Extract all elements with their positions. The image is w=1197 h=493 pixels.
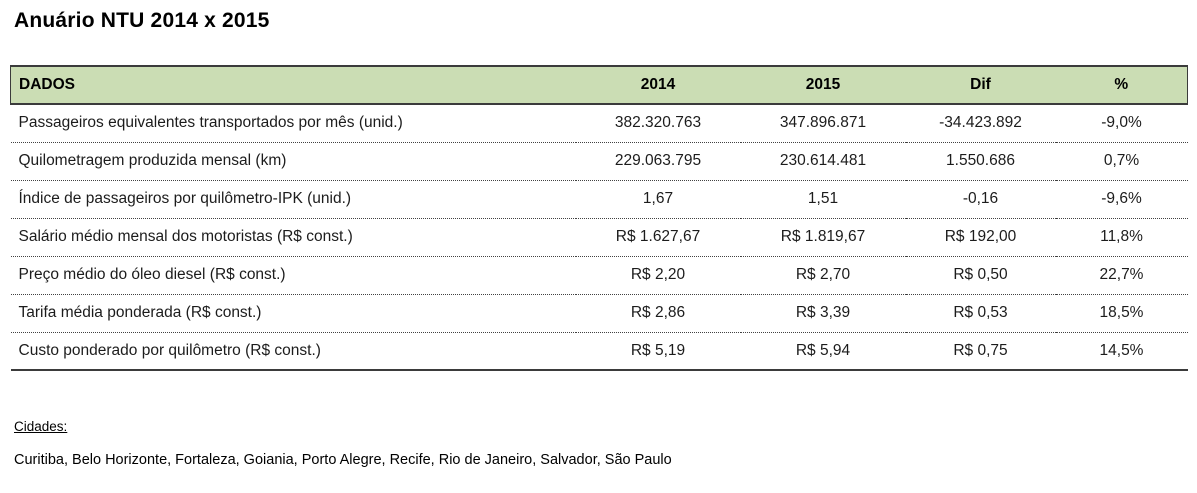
- table-row: Quilometragem produzida mensal (km) 229.…: [10, 142, 1188, 181]
- table-row: Salário médio mensal dos motoristas (R$ …: [10, 218, 1188, 257]
- row-label: Salário médio mensal dos motoristas (R$ …: [10, 218, 576, 257]
- column-header-percent: %: [1055, 65, 1188, 105]
- table-row: Custo ponderado por quilômetro (R$ const…: [10, 332, 1188, 371]
- page-title: Anuário NTU 2014 x 2015: [14, 9, 270, 32]
- table-header-row: DADOS 2014 2015 Dif %: [10, 65, 1188, 105]
- cell-2015: R$ 5,94: [740, 332, 906, 371]
- cell-2015: R$ 2,70: [740, 256, 906, 295]
- cell-dif: R$ 0,50: [905, 256, 1056, 295]
- cell-2014: R$ 5,19: [575, 332, 741, 371]
- cell-percent: 18,5%: [1055, 294, 1188, 333]
- cell-percent: -9,0%: [1055, 104, 1188, 143]
- column-header-2015: 2015: [740, 65, 906, 105]
- cell-dif: R$ 0,53: [905, 294, 1056, 333]
- cell-percent: -9,6%: [1055, 180, 1188, 219]
- row-label: Índice de passageiros por quilômetro-IPK…: [10, 180, 576, 219]
- row-label: Preço médio do óleo diesel (R$ const.): [10, 256, 576, 295]
- cell-2014: R$ 2,20: [575, 256, 741, 295]
- cell-2015: 347.896.871: [740, 104, 906, 143]
- cell-percent: 14,5%: [1055, 332, 1188, 371]
- table-row: Índice de passageiros por quilômetro-IPK…: [10, 180, 1188, 219]
- cell-2015: 1,51: [740, 180, 906, 219]
- row-label: Quilometragem produzida mensal (km): [10, 142, 576, 181]
- cell-2015: R$ 3,39: [740, 294, 906, 333]
- cities-footer: Cidades: Curitiba, Belo Horizonte, Forta…: [14, 418, 1197, 468]
- cell-2014: 1,67: [575, 180, 741, 219]
- row-label: Tarifa média ponderada (R$ const.): [10, 294, 576, 333]
- column-header-dados: DADOS: [10, 65, 576, 105]
- cell-dif: R$ 192,00: [905, 218, 1056, 257]
- cell-2015: 230.614.481: [740, 142, 906, 181]
- cell-dif: R$ 0,75: [905, 332, 1056, 371]
- ntu-annual-comparison-table: DADOS 2014 2015 Dif % Passageiros equiva…: [10, 65, 1188, 371]
- cell-2015: R$ 1.819,67: [740, 218, 906, 257]
- cell-dif: -34.423.892: [905, 104, 1056, 143]
- cell-2014: 229.063.795: [575, 142, 741, 181]
- table-row: Passageiros equivalentes transportados p…: [10, 104, 1188, 143]
- column-header-2014: 2014: [575, 65, 741, 105]
- cell-percent: 0,7%: [1055, 142, 1188, 181]
- cell-percent: 11,8%: [1055, 218, 1188, 257]
- cell-2014: R$ 1.627,67: [575, 218, 741, 257]
- row-label: Custo ponderado por quilômetro (R$ const…: [10, 332, 576, 371]
- table-row: Tarifa média ponderada (R$ const.) R$ 2,…: [10, 294, 1188, 333]
- cell-dif: -0,16: [905, 180, 1056, 219]
- cities-list: Curitiba, Belo Horizonte, Fortaleza, Goi…: [14, 452, 672, 468]
- cities-label: Cidades:: [14, 419, 68, 434]
- column-header-dif: Dif: [905, 65, 1056, 105]
- cell-percent: 22,7%: [1055, 256, 1188, 295]
- cell-2014: R$ 2,86: [575, 294, 741, 333]
- row-label: Passageiros equivalentes transportados p…: [10, 104, 576, 143]
- table-row: Preço médio do óleo diesel (R$ const.) R…: [10, 256, 1188, 295]
- cell-dif: 1.550.686: [905, 142, 1056, 181]
- cell-2014: 382.320.763: [575, 104, 741, 143]
